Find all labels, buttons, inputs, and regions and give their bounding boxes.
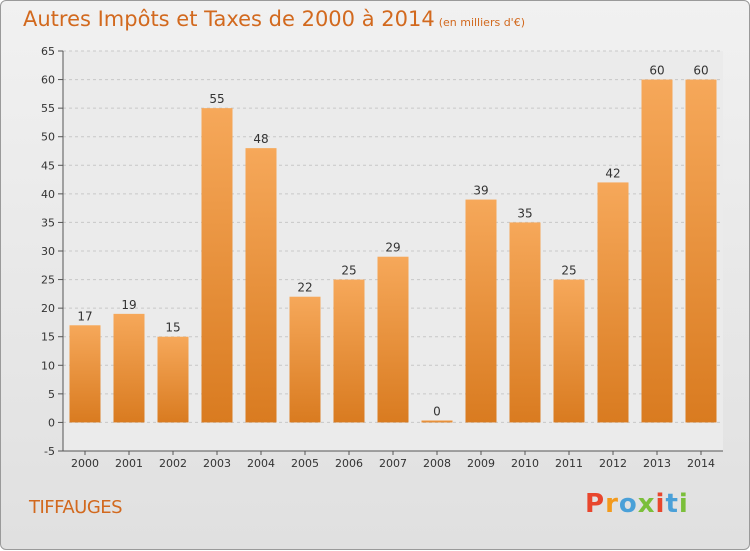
bar — [553, 279, 585, 423]
data-label: 19 — [121, 298, 136, 312]
x-tick-label: 2000 — [71, 457, 99, 470]
commune-name: TIFFAUGES — [29, 497, 123, 518]
y-tick-label: 25 — [41, 274, 55, 287]
bar — [201, 108, 233, 423]
x-tick-label: 2008 — [423, 457, 451, 470]
bar — [113, 313, 145, 423]
data-label: 60 — [649, 64, 664, 78]
logo-letter: t — [665, 489, 679, 519]
y-tick-label: 15 — [41, 331, 55, 344]
logo-letter: i — [655, 489, 666, 519]
bar — [157, 336, 189, 423]
chart-subtitle: (en milliers d'€) — [438, 16, 525, 29]
x-tick-label: 2005 — [291, 457, 319, 470]
logo-letter: o — [618, 489, 638, 519]
x-tick-label: 2013 — [643, 457, 671, 470]
data-label: 22 — [297, 281, 312, 295]
data-label: 48 — [253, 132, 268, 146]
bar — [465, 199, 497, 423]
y-tick-label: 20 — [41, 302, 55, 315]
x-tick-label: 2009 — [467, 457, 495, 470]
y-tick-label: 10 — [41, 359, 55, 372]
x-tick-label: 2004 — [247, 457, 275, 470]
data-label: 0 — [433, 404, 441, 418]
data-label: 15 — [165, 321, 180, 335]
x-tick-label: 2003 — [203, 457, 231, 470]
y-tick-label: 65 — [41, 45, 55, 58]
data-label: 25 — [561, 264, 576, 278]
y-tick-label: 50 — [41, 131, 55, 144]
data-label: 35 — [517, 206, 532, 220]
data-label: 29 — [385, 241, 400, 255]
chart-title-text: Autres Impôts et Taxes de 2000 à 2014 — [23, 7, 435, 31]
x-tick-label: 2001 — [115, 457, 143, 470]
data-label: 17 — [77, 309, 92, 323]
data-label: 25 — [341, 264, 356, 278]
y-tick-label: 60 — [41, 74, 55, 87]
bar — [245, 148, 277, 423]
proxiti-logo[interactable]: Proxiti — [585, 489, 689, 519]
bar — [597, 182, 629, 423]
data-label: 55 — [209, 92, 224, 106]
logo-letter: P — [585, 489, 606, 519]
bar — [421, 420, 453, 423]
x-tick-label: 2006 — [335, 457, 363, 470]
x-tick-label: 2014 — [687, 457, 715, 470]
y-tick-label: 45 — [41, 159, 55, 172]
logo-letter: i — [678, 489, 689, 519]
bar — [69, 325, 101, 423]
bar — [289, 296, 321, 423]
logo-letter: x — [637, 489, 656, 519]
x-tick-label: 2011 — [555, 457, 583, 470]
x-tick-label: 2012 — [599, 457, 627, 470]
data-label: 39 — [473, 184, 488, 198]
bar — [685, 79, 717, 423]
bar — [333, 279, 365, 423]
x-tick-label: 2010 — [511, 457, 539, 470]
y-tick-label: 55 — [41, 102, 55, 115]
x-tick-label: 2002 — [159, 457, 187, 470]
data-label: 60 — [693, 64, 708, 78]
y-tick-label: 5 — [48, 388, 55, 401]
chart-title: Autres Impôts et Taxes de 2000 à 2014 (en… — [23, 7, 525, 31]
data-label: 42 — [605, 166, 620, 180]
bar — [641, 79, 673, 423]
bar — [377, 256, 409, 423]
y-tick-label: -5 — [44, 445, 55, 458]
y-tick-label: 0 — [48, 416, 55, 429]
y-tick-label: 40 — [41, 188, 55, 201]
y-tick-label: 30 — [41, 245, 55, 258]
y-tick-label: 35 — [41, 216, 55, 229]
x-tick-label: 2007 — [379, 457, 407, 470]
bar — [509, 222, 541, 423]
logo-letter: r — [605, 489, 619, 519]
